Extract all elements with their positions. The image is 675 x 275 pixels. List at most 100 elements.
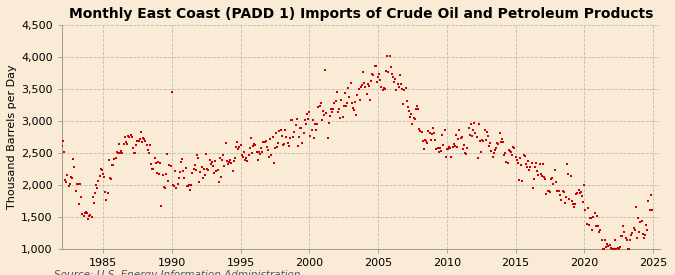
Point [296,126,306,130]
Point [435,145,446,150]
Point [298,131,309,135]
Point [412,104,423,108]
Point [159,185,169,189]
Point [70,189,81,193]
Point [529,177,539,182]
Point [272,145,283,149]
Point [259,139,270,144]
Point [84,214,95,219]
Point [526,161,537,165]
Point [501,159,512,164]
Point [611,247,622,251]
Point [288,135,298,140]
Point [564,196,575,201]
Point [261,139,271,144]
Point [233,146,244,151]
Point [295,126,306,130]
Title: Monthly East Coast (PADD 1) Imports of Crude Oil and Petroleum Products: Monthly East Coast (PADD 1) Imports of C… [69,7,653,21]
Point [614,247,624,251]
Point [215,155,225,160]
Point [97,168,107,172]
Point [424,130,435,135]
Point [589,211,600,215]
Y-axis label: Thousand Barrels per Day: Thousand Barrels per Day [7,65,17,209]
Point [489,148,500,152]
Point [445,146,456,150]
Point [362,82,373,86]
Point [102,191,113,196]
Point [82,211,92,215]
Point [211,169,222,173]
Point [126,134,137,139]
Point [621,238,632,242]
Point [149,156,160,161]
Point [225,158,236,163]
Point [605,246,616,251]
Point [629,227,640,232]
Point [494,131,505,135]
Point [163,179,173,183]
Point [389,80,400,85]
Point [612,246,623,250]
Point [583,206,593,211]
Point [437,132,448,137]
Point [99,175,109,180]
Point [405,115,416,119]
Point [315,101,326,106]
Point [407,121,418,126]
Point [265,137,275,141]
Point [356,85,367,89]
Point [379,86,389,90]
Point [461,152,472,156]
Point [171,186,182,190]
Point [57,139,68,143]
Point [642,228,653,232]
Point [416,129,427,134]
Point [390,76,401,81]
Point [318,109,329,113]
Point [336,98,347,102]
Point [147,167,158,171]
Point [74,202,84,206]
Point [617,234,628,238]
Point [246,136,256,141]
Point [432,146,443,151]
Point [165,164,176,168]
Point [429,131,439,135]
Point [497,140,508,144]
Point [68,156,78,161]
Point [451,133,462,137]
Point [491,146,502,150]
Point [230,156,240,161]
Point [153,160,163,165]
Point [244,146,255,150]
Point [117,151,128,155]
Point [251,150,262,155]
Point [109,157,120,161]
Point [314,103,325,108]
Point [384,54,395,58]
Point [172,182,183,186]
Point [640,233,651,237]
Point [116,149,127,154]
Point [580,207,591,212]
Point [292,144,303,148]
Point [539,174,549,179]
Point [433,149,444,154]
Point [555,193,566,197]
Point [560,201,570,205]
Point [79,211,90,215]
Point [637,219,647,223]
Point [625,238,636,242]
Point [218,153,229,157]
Point [568,202,578,206]
Point [236,153,247,157]
Point [322,136,333,140]
Point [100,189,111,194]
Point [549,168,560,172]
Point [496,137,507,141]
Point [554,188,564,193]
Point [576,190,587,194]
Point [423,128,434,133]
Point [358,70,369,74]
